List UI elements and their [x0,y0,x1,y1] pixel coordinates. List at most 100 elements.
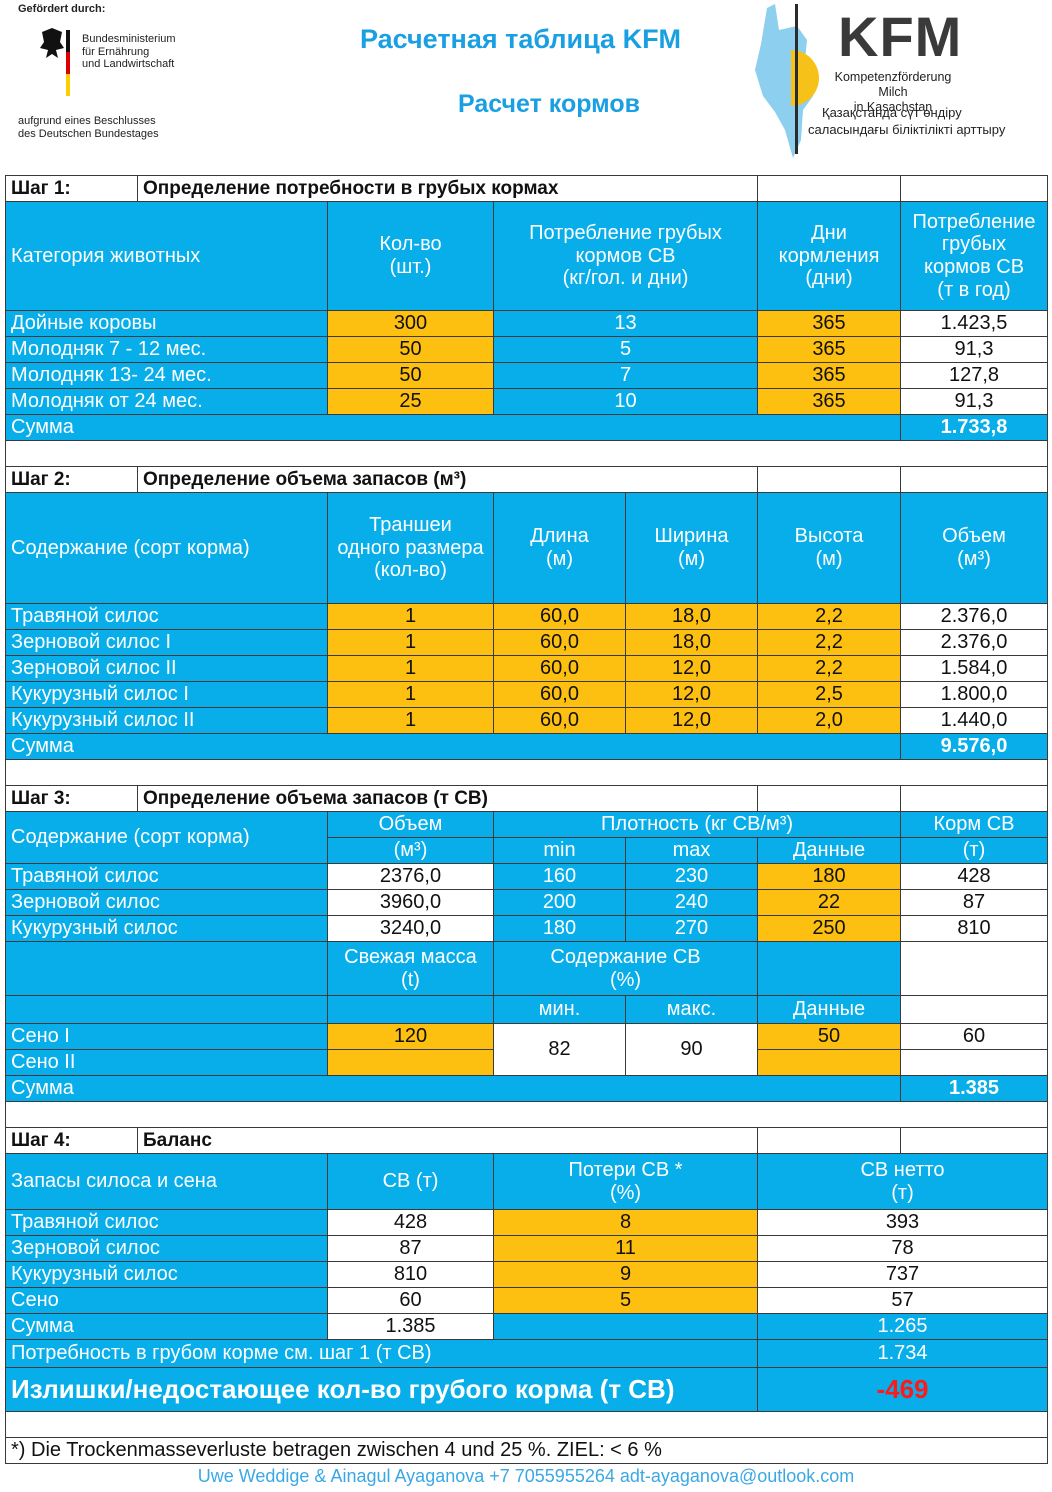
total-value: 1.733,8 [900,414,1048,441]
resolution-line: aufgrund eines Beschlusses [18,115,156,127]
row-label: Сено II [5,1049,328,1076]
ministry-name: Bundesministerium für Ernährung und Land… [82,33,176,71]
empty-cell [327,995,494,1024]
cell: 60 [900,1023,1048,1050]
cell: 2,2 [757,655,901,682]
ministry-line: für Ernährung [82,45,150,58]
cell: 10 [493,388,758,415]
step-label: Шаг 4: [5,1127,138,1154]
balance-label: Излишки/недостающее кол-во грубого корма… [5,1367,758,1412]
empty-cell [900,785,1048,812]
total-value: 1.385 [327,1313,494,1340]
column-header: Содержание (сорт корма) [5,492,328,604]
column-header: (т) [900,837,1048,864]
cell: 160 [493,863,626,890]
column-header: Потребление грубых кормов СВ (кг/гол. и … [493,201,758,311]
column-header: Запасы силоса и сена [5,1153,328,1210]
cell: 11 [493,1235,758,1262]
cell: 9 [493,1261,758,1288]
cell: 18,0 [625,603,758,630]
cell: 1 [327,655,494,682]
row-label: Зерновой силос I [5,629,328,656]
row-label: Сено [5,1287,328,1314]
empty-cell [327,1049,494,1076]
empty-cell [5,440,1048,467]
cell: 60,0 [493,629,626,656]
cell: 737 [757,1261,1048,1288]
column-header: Траншеи одного размера (кол-во) [327,492,494,604]
cell: 2,2 [757,603,901,630]
kfm-logo-name: KFM [838,5,963,68]
total-value: 9.576,0 [900,733,1048,760]
cell: 50 [757,1023,901,1050]
kfm-logo-line: саласындағы біліктілікті арттыру [808,121,1006,137]
balance-value: -469 [757,1367,1048,1412]
column-header: Объем [327,811,494,838]
cell: 365 [757,362,901,389]
cell: 2,2 [757,629,901,656]
cell: 2,5 [757,681,901,708]
cell: 230 [625,863,758,890]
resolution: aufgrund eines Beschlusses des Deutschen… [18,115,159,140]
empty-cell [757,941,901,996]
row-label: Кукурузный силос II [5,707,328,734]
row-label: Травяной силос [5,1209,328,1236]
cell: 18,0 [625,629,758,656]
kfm-logo-line: Kompetenzförderung Milch [834,70,952,99]
ministry-line: Bundesministerium [82,33,176,45]
page-title: Расчетная таблица KFM [360,24,682,54]
step-label: Шаг 3: [5,785,138,812]
column-header: Плотность (кг СВ/м³) [493,811,901,838]
cell: 428 [327,1209,494,1236]
empty-cell [900,175,1048,202]
cell: 87 [900,889,1048,916]
column-header: (м³) [327,837,494,864]
row-label: Кукурузный силос I [5,681,328,708]
column-header: Корм СВ [900,811,1048,838]
cell: 393 [757,1209,1048,1236]
step-title: Баланс [137,1127,758,1154]
cell: 50 [327,362,494,389]
row-label: Зерновой силос II [5,655,328,682]
cell: 1 [327,681,494,708]
column-header: Данные [757,995,901,1024]
cell: 1 [327,707,494,734]
column-header: Дни кормления (дни) [757,201,901,311]
empty-cell [5,995,328,1024]
cell: 57 [757,1287,1048,1314]
cell: 82 [493,1023,626,1076]
cell: 5 [493,336,758,363]
kfm-logo-kazakh: Қазақстанда сүт өндіру саласындағы білік… [808,105,1005,139]
column-header: Категория животных [5,201,328,311]
column-header: Потери СВ * (%) [493,1153,758,1210]
empty-cell [757,1127,901,1154]
cell: 180 [757,863,901,890]
cell: 25 [327,388,494,415]
total-value: 1.265 [757,1313,1048,1340]
cell: 7 [493,362,758,389]
cell: 250 [757,915,901,942]
ministry-emblem [40,28,70,96]
cell: 365 [757,310,901,337]
cell: 8 [493,1209,758,1236]
cell: 91,3 [900,336,1048,363]
kfm-logo-text: Kompetenzförderung Milch in Kasachstan [828,70,958,115]
empty-cell [493,1313,758,1340]
cell: 90 [625,1023,758,1076]
cell: 3240,0 [327,915,494,942]
row-label: Сено I [5,1023,328,1050]
cell: 120 [327,1023,494,1050]
cell: 270 [625,915,758,942]
row-label: Дойные коровы [5,310,328,337]
page-subtitle: Расчет кормов [458,90,640,118]
column-header: Длина (м) [493,492,626,604]
empty-cell [900,466,1048,493]
column-header: Содержание СВ (%) [493,941,758,996]
cell: 365 [757,336,901,363]
cell: 22 [757,889,901,916]
requirement-value: 1.734 [757,1339,1048,1368]
footnote: *) Die Trockenmasseverluste betragen zwi… [5,1437,1048,1464]
cell: 200 [493,889,626,916]
total-label: Сумма [5,414,901,441]
ministry-line: und Landwirtschaft [82,58,175,71]
